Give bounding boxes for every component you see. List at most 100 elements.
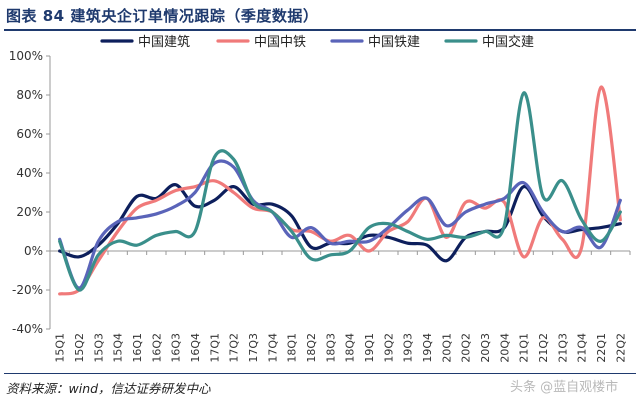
data-point	[600, 246, 602, 248]
data-point	[97, 260, 99, 262]
data-point	[503, 224, 505, 226]
y-tick-label: 20%	[16, 205, 43, 219]
y-tick-label: -40%	[12, 322, 43, 336]
data-point	[542, 211, 544, 213]
data-point	[406, 209, 408, 211]
chart-legend: 中国建筑 中国中铁 中国铁建 中国交建	[100, 34, 534, 50]
data-point	[58, 293, 60, 295]
data-point	[290, 230, 292, 232]
data-point	[116, 230, 118, 232]
series-line-3	[58, 159, 622, 290]
x-tick-label: 16Q3	[170, 333, 183, 363]
data-point	[387, 236, 389, 238]
line-chart: 中国建筑 中国中铁 中国铁建 中国交建 -40% -20% 0% 20% 40% 60% 80% 1…	[9, 34, 631, 363]
data-point	[426, 197, 428, 199]
data-point	[174, 205, 176, 207]
data-point	[174, 189, 176, 191]
data-point	[136, 207, 138, 209]
data-point	[406, 230, 408, 232]
data-point	[213, 180, 215, 182]
data-point	[116, 240, 118, 242]
data-point	[464, 236, 466, 238]
legend-label: 中国交建	[482, 34, 534, 50]
x-tick-label: 18Q3	[324, 333, 337, 363]
y-tick-label: 80%	[16, 88, 43, 102]
data-point	[290, 236, 292, 238]
data-point	[310, 246, 312, 248]
data-point	[522, 256, 524, 258]
data-point	[406, 242, 408, 244]
data-point	[522, 182, 524, 184]
source-divider	[4, 373, 636, 374]
data-point	[580, 219, 582, 221]
data-point	[348, 240, 350, 242]
data-point	[522, 185, 524, 187]
x-tick-label: 22Q1	[595, 333, 608, 363]
data-point	[387, 223, 389, 225]
x-tick-label: 18Q2	[305, 333, 318, 363]
y-tick-label: -20%	[12, 283, 43, 297]
x-tick-label: 20Q3	[479, 333, 492, 363]
data-point	[348, 234, 350, 236]
legend-label: 中国建筑	[138, 34, 190, 50]
data-point	[252, 207, 254, 209]
x-tick-label: 19Q3	[402, 333, 415, 363]
data-point	[78, 289, 80, 291]
data-point	[464, 201, 466, 203]
data-point	[232, 191, 234, 193]
data-point	[542, 217, 544, 219]
data-point	[580, 226, 582, 228]
x-tick-label: 22Q2	[614, 333, 627, 363]
title-divider	[4, 29, 636, 31]
data-point	[619, 199, 621, 201]
data-point	[503, 201, 505, 203]
data-point	[194, 205, 196, 207]
data-point	[580, 246, 582, 248]
data-point	[329, 254, 331, 256]
x-tick-label: 17Q3	[247, 333, 260, 363]
data-point	[522, 92, 524, 94]
legend-label: 中国铁建	[368, 35, 420, 50]
data-point	[600, 240, 602, 242]
data-point	[329, 242, 331, 244]
data-point	[136, 195, 138, 197]
x-tick-label: 15Q2	[73, 333, 86, 363]
x-tick-label: 21Q1	[518, 333, 531, 363]
data-point	[387, 230, 389, 232]
data-point	[58, 240, 60, 242]
data-point	[252, 201, 254, 203]
data-point	[445, 260, 447, 262]
series-line-1	[58, 183, 622, 263]
x-tick-label: 18Q4	[344, 333, 357, 363]
x-tick-label: 16Q4	[189, 333, 202, 363]
y-tick-label: 40%	[16, 166, 43, 180]
data-point	[445, 234, 447, 236]
x-tick-label: 19Q1	[363, 333, 376, 363]
series-line-4	[58, 91, 622, 292]
data-point	[136, 244, 138, 246]
x-tick-label: 21Q3	[556, 333, 569, 363]
data-point	[310, 226, 312, 228]
data-point	[484, 207, 486, 209]
data-point	[484, 230, 486, 232]
data-point	[561, 230, 563, 232]
data-point	[503, 197, 505, 199]
y-tick-label: 60%	[16, 127, 43, 141]
data-point	[387, 226, 389, 228]
data-point	[368, 226, 370, 228]
data-point	[348, 250, 350, 252]
data-point	[542, 195, 544, 197]
data-point	[290, 215, 292, 217]
x-tick-label: 20Q1	[440, 333, 453, 363]
x-tick-label: 17Q2	[228, 333, 241, 363]
y-tick-label: 0%	[24, 244, 43, 258]
data-point	[97, 254, 99, 256]
data-point	[194, 191, 196, 193]
data-point	[174, 230, 176, 232]
data-point	[561, 238, 563, 240]
figure-title: 图表 84 建筑央企订单情况跟踪（季度数据）	[6, 7, 319, 25]
legend-label: 中国中铁	[254, 35, 306, 50]
data-point	[271, 203, 273, 205]
data-point	[561, 180, 563, 182]
x-tick-label: 20Q2	[460, 333, 473, 363]
